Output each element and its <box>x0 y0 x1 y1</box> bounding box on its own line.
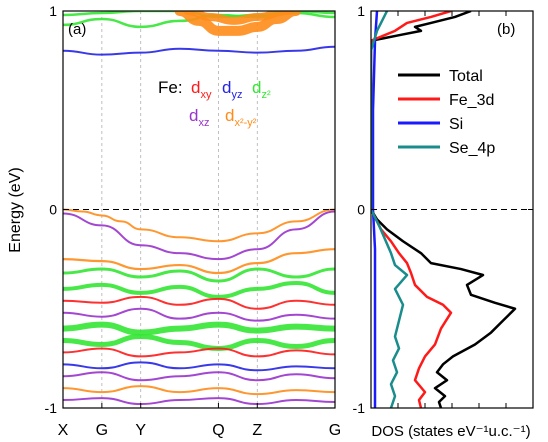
legend-orbital: dz² <box>252 78 271 101</box>
band-line-14 <box>63 337 335 349</box>
band-line-13 <box>63 325 335 333</box>
k-label: Y <box>135 422 146 439</box>
legend-orbitals: dxy dyz dz² dxz dx²-y² <box>189 78 271 129</box>
dos-legend-label: Total <box>449 68 483 85</box>
y-tick-label-b: -1 <box>353 400 366 416</box>
band-line-16 <box>63 362 335 370</box>
band-line-12 <box>63 309 335 321</box>
legend-orbital: dyz <box>222 78 242 101</box>
band-line-1 <box>63 47 335 55</box>
dos-axis-title: DOS (states eV⁻¹u.c.⁻¹) <box>371 423 530 440</box>
energy-axis-title: Energy (eV) <box>7 167 24 252</box>
k-label: X <box>58 422 69 439</box>
band-line-17 <box>63 372 335 380</box>
band-line-7 <box>63 211 335 259</box>
y-tick-label-b: 1 <box>357 3 365 19</box>
y-tick-label-a: -1 <box>45 400 58 416</box>
dos-legend-label: Fe_3d <box>449 92 494 109</box>
band-structure-panel: -1 0 1 X G Y Q Z G (a) Energy (eV) Fe: dxy dyz dz… <box>7 3 341 439</box>
panel-label-a: (a) <box>68 21 86 38</box>
k-label: G <box>329 422 341 439</box>
band-line-19 <box>63 398 335 404</box>
y-tick-label-a: 0 <box>49 202 57 218</box>
band-lines <box>63 11 335 404</box>
k-label: Z <box>252 422 262 439</box>
band-line-18 <box>63 386 335 394</box>
k-label: G <box>96 422 108 439</box>
band-line-10 <box>63 283 335 297</box>
y-tick-label-b: 0 <box>357 202 365 218</box>
legend-orbital: dxz <box>189 106 209 129</box>
band-line-15 <box>63 348 335 356</box>
legend-prefix: Fe: <box>158 78 183 97</box>
band-line-11 <box>63 297 335 309</box>
panel-label-b: (b) <box>497 21 515 38</box>
orbital-legend: Fe: dxy dyz dz² dxz dx²-y² <box>158 78 271 129</box>
legend-orbital: dx²-y² <box>225 106 257 129</box>
band-line-9 <box>63 269 335 281</box>
dos-legend-label: Si <box>449 116 463 133</box>
dos-panel: -1 0 1 (b) DOS (states eV⁻¹u.c.⁻¹) Total Fe… <box>353 3 533 440</box>
legend-orbital: dxy <box>191 78 212 101</box>
dos-legend-label: Se_4p <box>449 140 495 157</box>
k-label: Q <box>212 422 224 439</box>
y-tick-label-a: 1 <box>49 3 57 19</box>
dos-legend: Total Fe_3d Si Se_4p <box>398 68 495 157</box>
